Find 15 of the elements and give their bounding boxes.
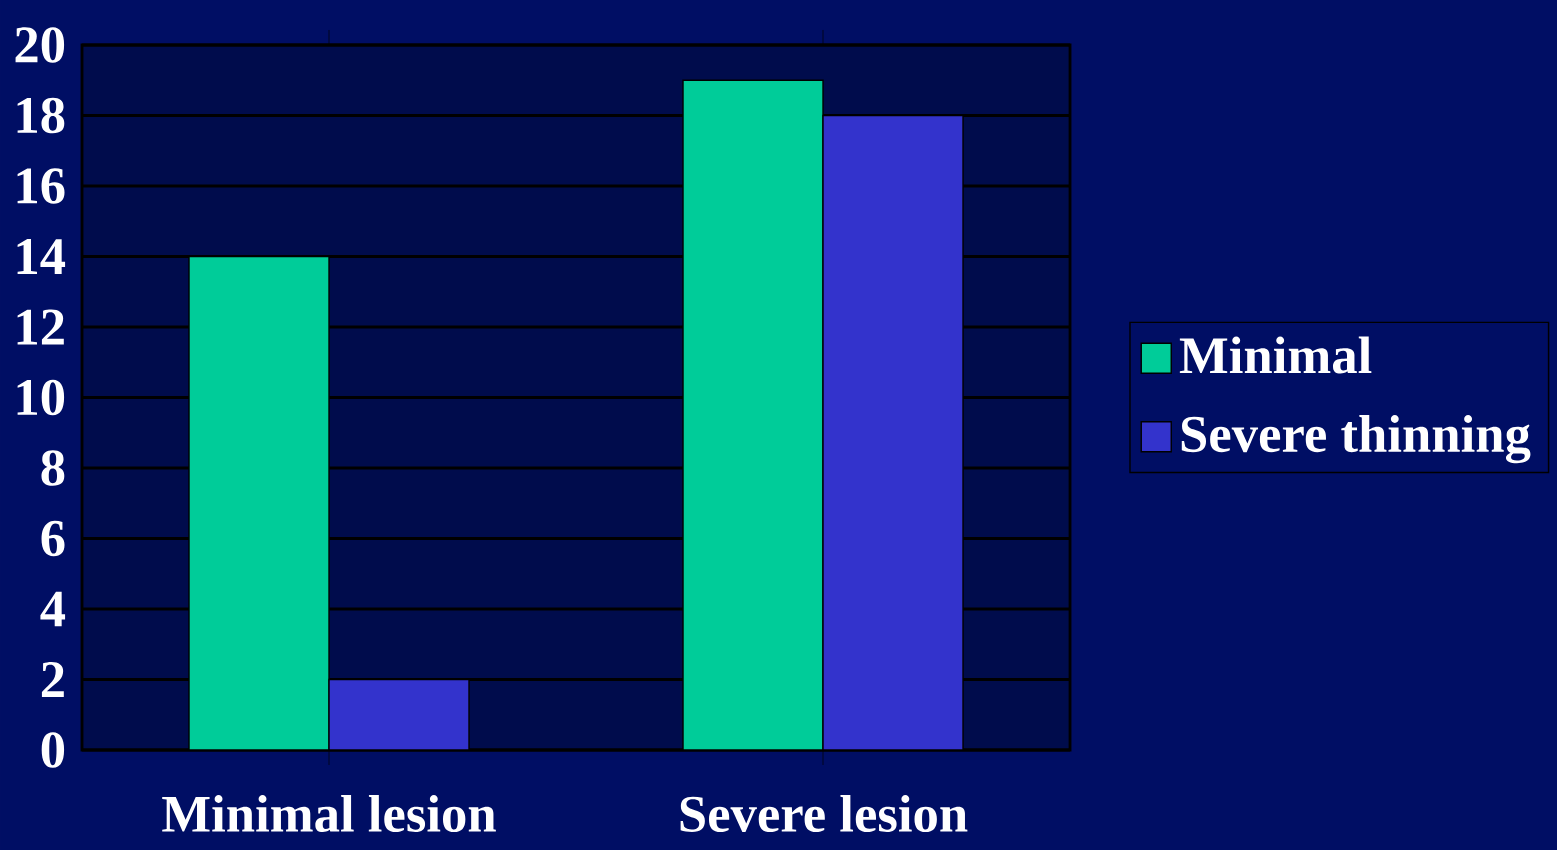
y-tick-label: 16 <box>17 168 65 204</box>
y-tick-label: 14 <box>17 239 66 274</box>
legend-label: Minimal <box>1179 336 1372 374</box>
y-tick-label: 12 <box>17 309 64 345</box>
x-tick-label: Minimal lesion <box>162 795 496 833</box>
y-tick-label: 4 <box>40 591 66 627</box>
x-tick-label: Severe lesion <box>680 795 968 833</box>
y-tick-label: 2 <box>41 662 64 697</box>
y-tick-label: 0 <box>41 732 65 768</box>
y-tick-label: 18 <box>17 97 65 134</box>
legend-label: Severe thinning <box>1181 415 1531 464</box>
y-tick-label: 10 <box>17 379 65 416</box>
y-tick-label: 8 <box>41 450 65 486</box>
y-tick-label: 6 <box>41 520 65 557</box>
y-tick-label: 20 <box>15 27 65 63</box>
